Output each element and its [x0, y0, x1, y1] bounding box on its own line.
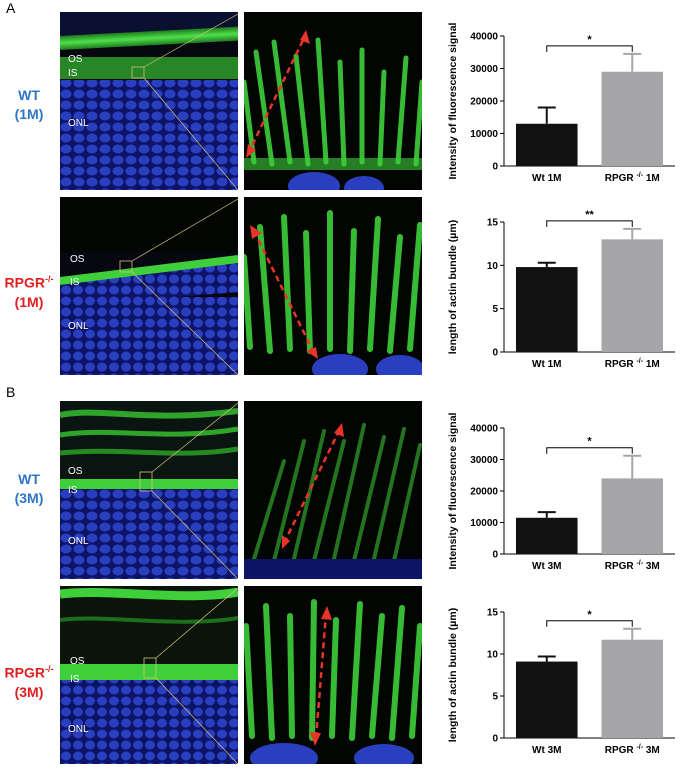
y-tick-label: 20000	[470, 487, 498, 498]
row-label-rpgr-3m: RPGR-/- (3M)	[0, 660, 58, 702]
age-label: (1M)	[14, 293, 44, 310]
layer-label-os: OS	[68, 54, 83, 65]
y-tick-label: 10000	[470, 518, 498, 529]
x-tick-label: RPGR -/- 3M	[605, 744, 660, 756]
significance-marker: *	[587, 436, 592, 448]
chart-actin-length-1m: length of actin bundle (µm) 0 5 10 15 Wt 1M RP…	[432, 196, 685, 378]
y-tick-label: 40000	[470, 424, 498, 435]
y-axis-label: length of actin bundle (µm)	[447, 220, 459, 354]
bar	[515, 267, 578, 352]
layer-label-onl: ONL	[68, 118, 89, 129]
chart-actin-length-3m: length of actin bundle (µm) 0 5 10 15 Wt 3M RP…	[432, 586, 685, 764]
micrograph-image	[60, 586, 238, 764]
micrograph-image	[60, 12, 238, 190]
layer-label-is: IS	[70, 674, 80, 685]
layer-label-onl: ONL	[68, 724, 89, 735]
bar	[601, 239, 664, 352]
bar	[601, 639, 664, 738]
micrograph-zoom-wt-1m	[244, 12, 422, 190]
micrograph-zoom-rpgr-1m	[244, 197, 422, 375]
micrograph-overview-wt-1m: OS IS ONL	[60, 12, 238, 190]
significance-marker: **	[585, 209, 594, 221]
y-tick-label: 0	[492, 162, 498, 173]
age-label: (3M)	[14, 490, 44, 506]
micrograph-zoom-wt-3m	[244, 401, 422, 579]
layer-label-onl: ONL	[68, 321, 89, 332]
genotype-label: RPGR-/-	[4, 274, 54, 291]
y-tick-label: 15	[487, 608, 499, 619]
y-tick-label: 40000	[470, 32, 498, 43]
y-tick-label: 0	[492, 734, 498, 745]
bar	[601, 71, 664, 166]
significance-marker: *	[587, 609, 592, 621]
x-tick-label: Wt 3M	[532, 745, 561, 756]
layer-label-is: IS	[70, 277, 80, 288]
layer-label-os: OS	[70, 656, 85, 667]
significance-bracket	[546, 220, 633, 227]
layer-label-os: OS	[68, 466, 83, 477]
zoom-image	[244, 423, 422, 579]
bar-chart-svg: length of actin bundle (µm) 0 5 10 15 Wt 1M RP…	[447, 209, 675, 370]
y-tick-label: 10	[487, 650, 499, 661]
bar	[515, 517, 578, 554]
bar	[601, 478, 664, 554]
y-tick-label: 30000	[470, 455, 498, 466]
x-tick-label: Wt 1M	[532, 359, 561, 370]
significance-bracket	[546, 447, 633, 454]
micrograph-overview-rpgr-3m: OS IS ONL	[60, 586, 238, 764]
panel-letter-b: B	[6, 384, 16, 400]
bar-chart-svg: length of actin bundle (µm) 0 5 10 15 Wt 3M RP…	[447, 608, 675, 756]
y-tick-label: 0	[492, 348, 498, 359]
x-tick-label: Wt 1M	[532, 173, 561, 184]
layer-label-onl: ONL	[68, 536, 89, 547]
x-tick-label: RPGR -/- 3M	[605, 560, 660, 572]
y-tick-label: 15	[487, 218, 499, 229]
micrograph-overview-wt-3m: OS IS ONL	[60, 401, 238, 579]
layer-label-os: OS	[70, 254, 85, 265]
x-tick-label: RPGR -/- 1M	[605, 172, 660, 184]
y-tick-label: 30000	[470, 64, 498, 75]
chart-fluorescence-3m: Intensity of fluorescence signal 0 10000 20…	[432, 402, 685, 580]
bar-chart-svg: Intensity of fluorescence signal 0 10000 20…	[447, 22, 675, 184]
y-tick-label: 5	[492, 304, 498, 315]
genotype-label: RPGR-/-	[4, 664, 54, 681]
zoom-image	[244, 599, 422, 764]
y-axis-label: Intensity of fluorescence signal	[447, 22, 459, 179]
layer-label-is: IS	[68, 68, 78, 79]
genotype-superscript: -/-	[44, 274, 54, 284]
micrograph-zoom-rpgr-3m	[244, 586, 422, 764]
zoom-image	[244, 210, 422, 375]
bar	[515, 123, 578, 166]
row-label-rpgr-1m: RPGR-/- (1M)	[0, 270, 58, 312]
zoom-image	[244, 30, 422, 190]
row-label-wt-3m: WT (3M)	[0, 470, 58, 508]
row-label-wt-1m: WT (1M)	[0, 86, 58, 124]
x-tick-label: RPGR -/- 1M	[605, 358, 660, 370]
bar	[515, 661, 578, 738]
significance-marker: *	[587, 34, 592, 46]
x-tick-label: Wt 3M	[532, 561, 561, 572]
micrograph-image	[60, 197, 238, 375]
y-axis-label: Intensity of fluorescence signal	[447, 412, 459, 569]
genotype-superscript: -/-	[44, 664, 54, 674]
age-label: (3M)	[14, 683, 44, 700]
genotype-label: WT	[18, 471, 40, 487]
micrograph-overview-rpgr-1m: OS IS ONL	[60, 197, 238, 375]
genotype-label: WT	[18, 87, 40, 103]
significance-bracket	[546, 620, 633, 627]
y-tick-label: 10	[487, 261, 499, 272]
y-tick-label: 20000	[470, 97, 498, 108]
micrograph-image	[60, 401, 238, 579]
significance-bracket	[546, 45, 633, 52]
panel-letter-a: A	[6, 0, 16, 16]
y-axis-label: length of actin bundle (µm)	[447, 608, 459, 742]
y-tick-label: 10000	[470, 129, 498, 140]
bar-chart-svg: Intensity of fluorescence signal 0 10000 20…	[447, 412, 675, 572]
chart-fluorescence-1m: Intensity of fluorescence signal 0 10000 20…	[432, 10, 685, 192]
age-label: (1M)	[14, 106, 44, 122]
y-tick-label: 5	[492, 692, 498, 703]
layer-label-is: IS	[68, 485, 78, 496]
y-tick-label: 0	[492, 550, 498, 561]
